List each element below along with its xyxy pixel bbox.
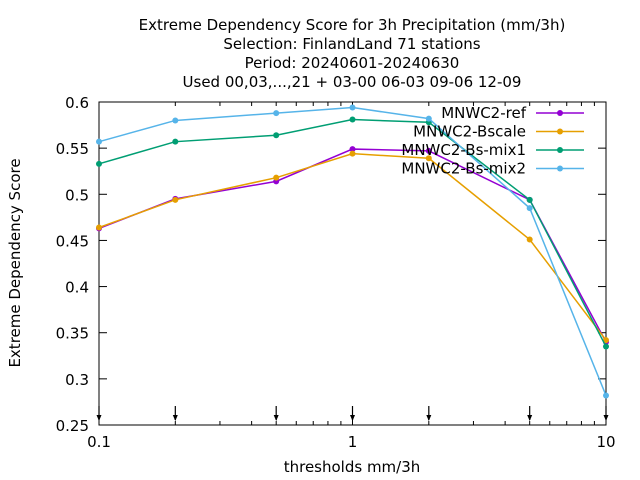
y-tick-label: 0.45 [56,232,89,250]
data-point [273,174,280,181]
data-point [603,337,609,344]
series-line [98,152,607,341]
data-point [96,138,102,145]
data-point [526,236,533,243]
data-point [96,224,102,231]
y-tick-label: 0.4 [65,279,89,297]
data-point [526,196,533,203]
data-point [349,104,356,111]
data-point [526,205,533,212]
x-tick-label: 10 [596,433,615,451]
series-mnwc2-bs-mix2 [96,104,609,399]
series-mnwc2-bscale [96,150,609,344]
series-mnwc2-bs-mix1 [96,116,609,350]
threshold-marker [350,406,355,421]
ticks: 0.25 0.3 0.35 0.4 0.45 0.5 0.55 0.6 0.1 1 10 [56,94,616,451]
data-point [425,147,432,154]
legend-swatch-marker [557,147,563,153]
series-layer [96,104,609,399]
y-tick-label: 0.25 [56,417,89,435]
legend-swatch-marker [557,128,563,135]
title-line-2: Selection: FinlandLand 71 stations [223,35,480,53]
y-tick-label: 0.6 [65,94,89,112]
threshold-marker [527,406,533,421]
x-axis-label: thresholds mm/3h [284,458,421,476]
legend-label: MNWC2-Bs-mix2 [401,160,526,178]
data-point [273,132,280,139]
threshold-marker [603,406,609,421]
title-line-4: Used 00,03,...,21 + 03-00 06-03 09-06 12… [183,73,522,91]
data-point [172,196,179,203]
y-tick-label: 0.3 [65,371,89,389]
data-point [603,343,609,350]
series-mnwc2-ref [96,146,609,345]
x-tick-label: 0.1 [87,433,111,451]
threshold-marker [96,406,102,421]
legend-swatch-marker [557,165,563,172]
legend-label: MNWC2-ref [441,104,526,122]
data-point [349,146,356,153]
legend-label: MNWC2-Bs-mix1 [401,141,526,159]
data-point [603,392,609,399]
legend-swatch-marker [557,110,563,116]
y-tick-label: 0.35 [56,325,89,343]
threshold-marker [426,406,432,421]
threshold-marker [172,406,178,421]
title-line-3: Period: 20240601-20240630 [245,54,460,72]
x-tick-label: 1 [348,433,358,451]
legend-label: MNWC2-Bscale [413,123,526,141]
data-point [172,117,179,124]
data-point [172,138,179,145]
data-point [425,155,432,162]
legend: MNWC2-refMNWC2-BscaleMNWC2-Bs-mix1MNWC2-… [401,104,584,178]
y-tick-label: 0.5 [65,186,89,204]
data-point [273,110,280,117]
series-line [98,148,607,343]
title-line-1: Extreme Dependency Score for 3h Precipit… [139,16,566,34]
y-tick-label: 0.55 [56,140,89,158]
y-axis-label: Extreme Dependency Score [6,158,24,367]
threshold-marker [273,406,279,421]
data-point [349,116,356,123]
data-point [96,160,102,167]
chart-title: Extreme Dependency Score for 3h Precipit… [139,16,566,91]
data-point [349,150,356,157]
data-point [425,115,432,122]
